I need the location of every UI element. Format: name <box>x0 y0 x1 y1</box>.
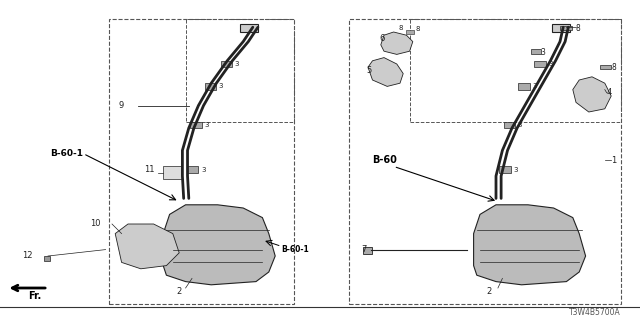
Text: 8: 8 <box>611 63 616 72</box>
Polygon shape <box>368 58 403 86</box>
Text: T3W4B5700A: T3W4B5700A <box>569 308 621 317</box>
Polygon shape <box>573 77 611 112</box>
Text: 3: 3 <box>532 84 537 89</box>
Text: 3: 3 <box>513 167 518 172</box>
Text: 3: 3 <box>219 84 223 89</box>
Bar <box>205 83 216 90</box>
Text: 3: 3 <box>201 167 205 172</box>
Bar <box>163 166 182 179</box>
Text: 8: 8 <box>398 25 403 31</box>
Text: 9: 9 <box>118 101 124 110</box>
Text: 3: 3 <box>518 122 522 128</box>
Text: 1: 1 <box>611 156 616 164</box>
Bar <box>363 247 372 254</box>
Bar <box>504 122 515 128</box>
Text: Fr.: Fr. <box>29 291 42 301</box>
Bar <box>190 122 202 128</box>
Polygon shape <box>381 32 413 54</box>
Text: 2: 2 <box>486 287 492 296</box>
Text: 3: 3 <box>235 61 239 67</box>
Bar <box>240 24 258 32</box>
Bar <box>187 166 198 173</box>
Bar <box>552 24 570 32</box>
Bar <box>534 61 546 67</box>
Text: 3: 3 <box>548 61 553 67</box>
Text: B-60-1: B-60-1 <box>282 245 309 254</box>
Text: 3: 3 <box>541 48 546 57</box>
Text: B-60-1: B-60-1 <box>50 149 83 158</box>
Text: 5: 5 <box>367 66 372 75</box>
Bar <box>406 30 414 34</box>
Bar <box>531 49 541 54</box>
Text: 6: 6 <box>380 34 385 43</box>
Bar <box>221 61 232 67</box>
Text: 10: 10 <box>90 220 100 228</box>
Text: 7: 7 <box>362 245 367 254</box>
Bar <box>600 65 611 69</box>
Polygon shape <box>163 205 275 285</box>
Bar <box>499 166 511 173</box>
Polygon shape <box>474 205 586 285</box>
Text: 4: 4 <box>607 88 612 97</box>
Text: 8: 8 <box>416 26 420 32</box>
Bar <box>518 83 530 90</box>
Text: B-60: B-60 <box>372 155 397 165</box>
Text: 11: 11 <box>144 165 154 174</box>
Polygon shape <box>115 224 179 269</box>
Text: 12: 12 <box>22 252 33 260</box>
Text: 8: 8 <box>576 24 580 33</box>
Bar <box>44 256 50 261</box>
Bar <box>560 26 572 30</box>
Text: 2: 2 <box>176 287 181 296</box>
Text: 3: 3 <box>204 122 209 128</box>
